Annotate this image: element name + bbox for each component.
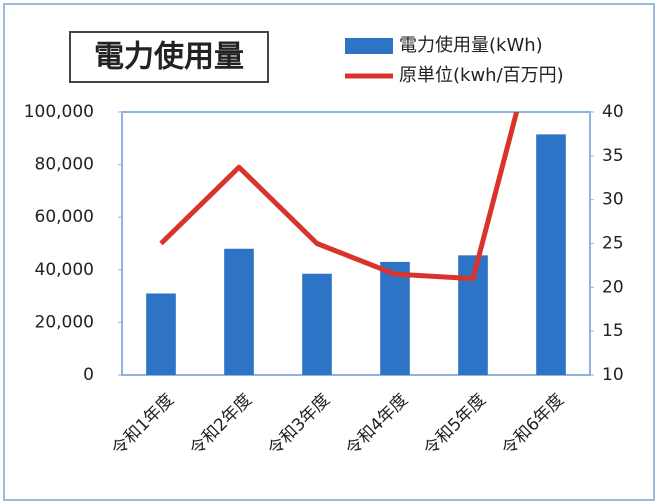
- plot-clip: [146, 112, 566, 375]
- bar: [146, 293, 176, 375]
- bar: [224, 248, 254, 375]
- title-box: [69, 31, 269, 83]
- y-tick-label: 20,000: [35, 312, 94, 332]
- y-tick-label: 80,000: [35, 155, 94, 175]
- legend-label: 電力使用量(kWh): [399, 35, 543, 56]
- legend-swatch: [345, 38, 393, 54]
- y2-tick-label: 30: [602, 190, 624, 210]
- y2-tick-label: 15: [602, 321, 624, 341]
- y-tick-label: 0: [83, 365, 94, 385]
- line: [159, 112, 520, 282]
- y2-tick-label: 25: [602, 234, 624, 254]
- y2-tick-label: 10: [602, 365, 624, 385]
- bar: [536, 134, 566, 375]
- chart-title: 電力使用量: [94, 40, 244, 75]
- y-tick-label: 100,000: [24, 102, 94, 122]
- y2-tick-label: 40: [602, 102, 624, 122]
- y2-tick-label: 35: [602, 146, 624, 166]
- bar: [380, 261, 410, 375]
- legend-label: 原単位(kwh/百万円): [399, 65, 564, 86]
- bar: [302, 273, 332, 375]
- y-tick-label: 60,000: [35, 207, 94, 227]
- y-tick-label: 40,000: [35, 260, 94, 280]
- y2-tick-label: 20: [602, 277, 624, 297]
